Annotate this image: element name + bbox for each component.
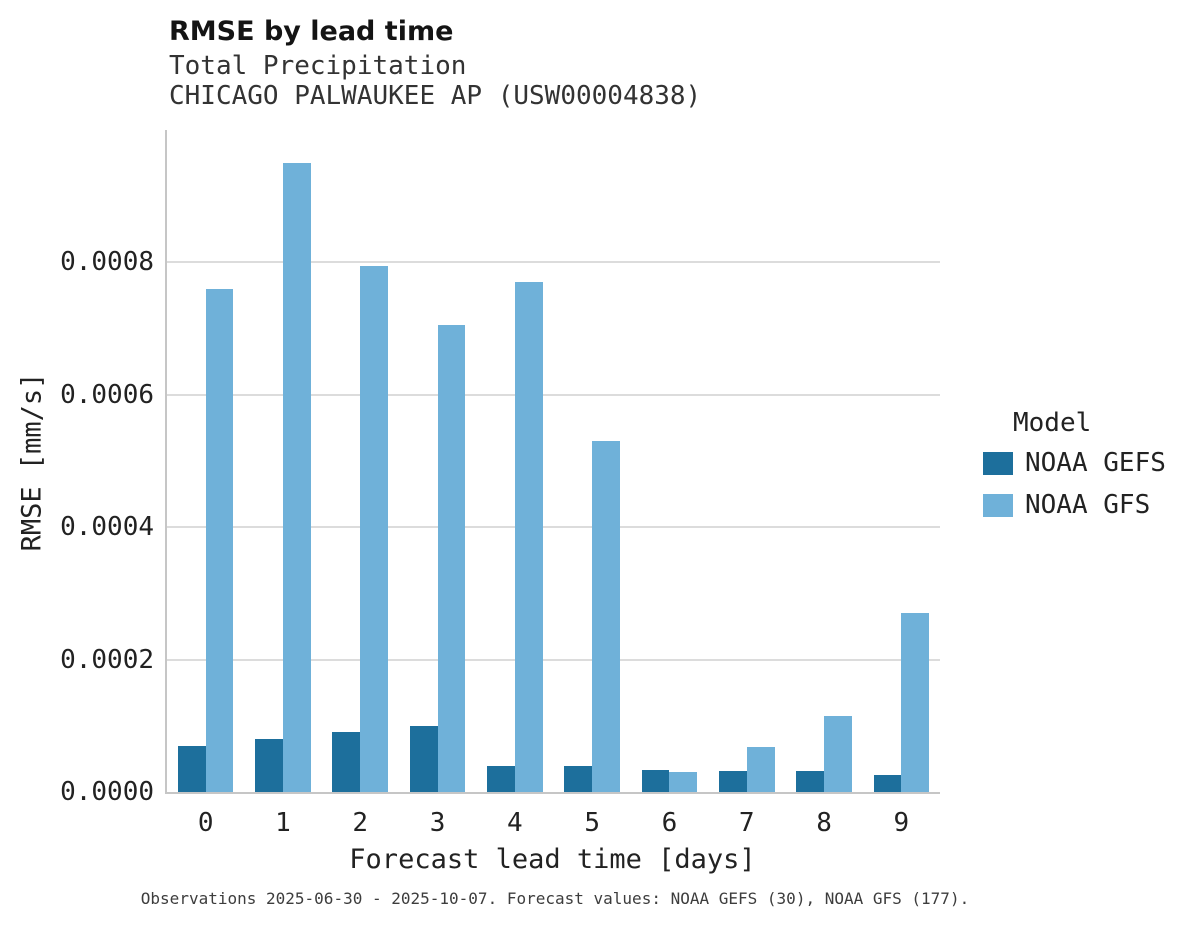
bar-noaa-gefs-day-6 <box>641 770 670 792</box>
bar-noaa-gfs-day-3 <box>437 325 466 792</box>
bar-noaa-gefs-day-9 <box>873 775 902 792</box>
x-tick-label: 8 <box>816 808 832 838</box>
bar-noaa-gfs-day-1 <box>282 163 311 792</box>
y-axis-label: RMSE [mm/s] <box>16 372 48 552</box>
bar-noaa-gfs-day-0 <box>205 288 234 792</box>
x-axis-label: Forecast lead time [days] <box>349 844 756 875</box>
x-tick-label: 6 <box>661 808 678 838</box>
legend-entry-label: NOAA GEFS <box>1025 448 1166 478</box>
bar-noaa-gefs-day-5 <box>564 766 593 792</box>
y-tick-label: 0.0000 <box>60 777 154 807</box>
y-tick-label: 0.0004 <box>60 512 154 543</box>
bar-noaa-gefs-day-4 <box>487 766 515 792</box>
gridline <box>167 658 940 661</box>
x-tick-label: 2 <box>352 808 369 838</box>
gridline <box>167 393 940 396</box>
bar-noaa-gfs-day-4 <box>514 282 543 792</box>
bar-noaa-gefs-day-3 <box>409 725 438 792</box>
x-tick-label: 5 <box>584 808 600 838</box>
chart-caption: Observations 2025-06-30 - 2025-10-07. Fo… <box>140 889 970 908</box>
chart-subtitle-variable: Total Precipitation <box>169 51 467 81</box>
bar-noaa-gefs-day-2 <box>332 732 361 792</box>
legend-entries: NOAA GEFS NOAA GFS <box>983 448 1166 520</box>
legend-swatch <box>983 451 1013 475</box>
y-tick-label: 0.0002 <box>60 644 154 675</box>
plot-area: 0.0000 0.0002 0.0004 0.0006 0.0008 0 1 2 3 4 5 6 7 8 9 <box>60 130 940 838</box>
chart-title: RMSE by lead time <box>169 16 454 47</box>
chart-subtitle-station: CHICAGO PALWAUKEE AP (USW00004838) <box>169 81 702 111</box>
x-tick-label: 4 <box>507 808 523 838</box>
bar-noaa-gfs-day-7 <box>746 746 775 792</box>
x-tick-label: 1 <box>275 808 291 838</box>
bar-noaa-gfs-day-5 <box>592 441 620 792</box>
bar-noaa-gefs-day-0 <box>177 745 206 792</box>
legend-entry: NOAA GFS <box>983 490 1166 520</box>
gridline <box>167 526 940 529</box>
x-tick-label: 7 <box>738 808 755 838</box>
bar-noaa-gefs-day-8 <box>796 771 825 792</box>
legend-entry-label: NOAA GFS <box>1025 490 1151 520</box>
bar-noaa-gfs-day-6 <box>669 772 698 792</box>
bar-noaa-gfs-day-8 <box>824 715 852 792</box>
gridline <box>167 261 940 264</box>
x-tick-label: 9 <box>893 808 910 838</box>
legend-title: Model <box>1013 408 1092 438</box>
legend-entry: NOAA GEFS <box>983 448 1166 478</box>
y-tick-label: 0.0006 <box>60 379 154 410</box>
legend-swatch <box>983 493 1013 517</box>
x-tick-label: 0 <box>197 808 214 838</box>
bar-noaa-gfs-day-9 <box>901 613 930 792</box>
bar-noaa-gfs-day-2 <box>360 265 389 792</box>
y-tick-label: 0.0008 <box>60 247 154 278</box>
legend: Model NOAA GEFS NOAA GFS <box>983 408 1166 532</box>
x-tick-label: 3 <box>429 808 446 838</box>
bar-noaa-gefs-day-1 <box>255 739 283 792</box>
bar-noaa-gefs-day-7 <box>718 771 747 792</box>
